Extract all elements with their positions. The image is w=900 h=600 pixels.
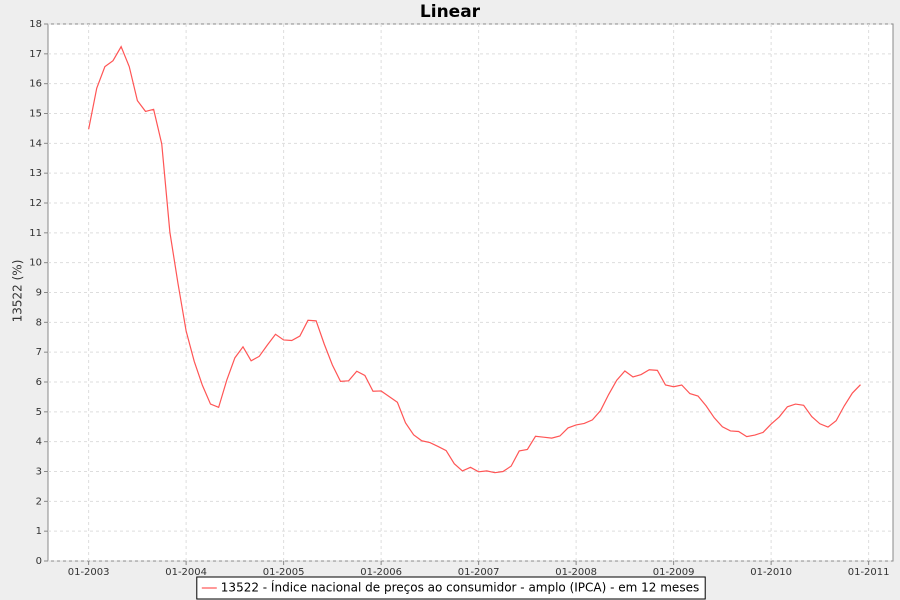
chart-title: Linear bbox=[420, 2, 481, 22]
x-tick-label: 01-2005 bbox=[263, 567, 305, 578]
y-tick-label: 13 bbox=[29, 168, 42, 179]
y-tick-label: 8 bbox=[36, 317, 42, 328]
x-tick-label: 01-2010 bbox=[750, 567, 792, 578]
legend-box bbox=[196, 576, 706, 600]
x-tick-label: 01-2011 bbox=[848, 567, 890, 578]
x-tick-label: 01-2006 bbox=[360, 567, 402, 578]
y-tick-label: 14 bbox=[29, 138, 42, 149]
y-tick-label: 1 bbox=[36, 526, 42, 537]
line-series bbox=[88, 45, 861, 474]
x-tick-label: 01-2003 bbox=[68, 567, 110, 578]
y-tick-label: 11 bbox=[29, 228, 42, 239]
y-tick-label: 9 bbox=[36, 288, 42, 299]
y-tick-label: 15 bbox=[29, 109, 42, 120]
y-tick-label: 3 bbox=[36, 467, 42, 478]
x-tick-label: 01-2007 bbox=[458, 567, 500, 578]
y-tick-label: 12 bbox=[29, 198, 42, 209]
y-tick-label: 17 bbox=[29, 49, 42, 60]
y-tick-label: 16 bbox=[29, 79, 42, 90]
y-tick-label: 5 bbox=[36, 407, 42, 418]
x-tick-label: 01-2008 bbox=[555, 567, 597, 578]
y-tick-label: 6 bbox=[36, 377, 42, 388]
y-tick-label: 10 bbox=[29, 258, 42, 269]
x-tick-label: 01-2004 bbox=[165, 567, 207, 578]
y-axis-label: 13522 (%) bbox=[11, 260, 25, 323]
legend-label: 13522 - Índice nacional de preços ao con… bbox=[221, 580, 699, 595]
y-tick-label: 2 bbox=[36, 496, 42, 507]
y-tick-label: 4 bbox=[36, 437, 42, 448]
y-tick-label: 7 bbox=[36, 347, 42, 358]
y-tick-label: 18 bbox=[29, 19, 42, 30]
y-tick-label: 0 bbox=[36, 556, 42, 567]
x-tick-label: 01-2009 bbox=[653, 567, 695, 578]
